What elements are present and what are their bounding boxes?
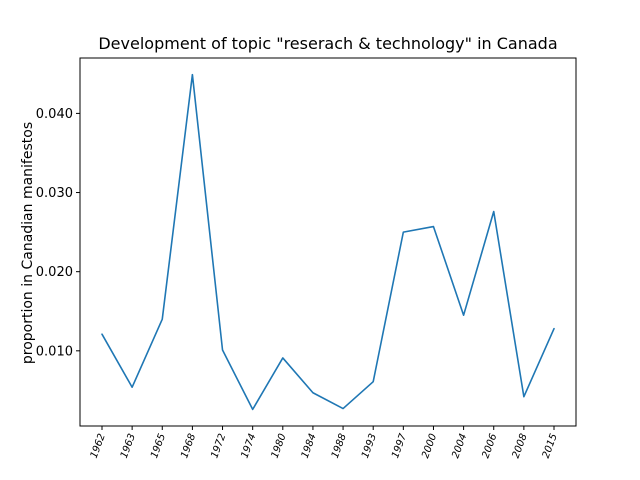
axes-frame: [79, 57, 577, 427]
y-tick-label-3: 0.040: [36, 107, 73, 122]
y-tick-label-0: 0.010: [36, 344, 73, 359]
series-line-0: [101, 73, 555, 411]
y-tick-label-2: 0.030: [36, 186, 73, 201]
y-tick-label-1: 0.020: [36, 265, 73, 280]
y-axis-label: proportion in Canadian manifestos: [20, 122, 36, 364]
chart-title: Development of topic "reserach & technol…: [98, 34, 557, 53]
